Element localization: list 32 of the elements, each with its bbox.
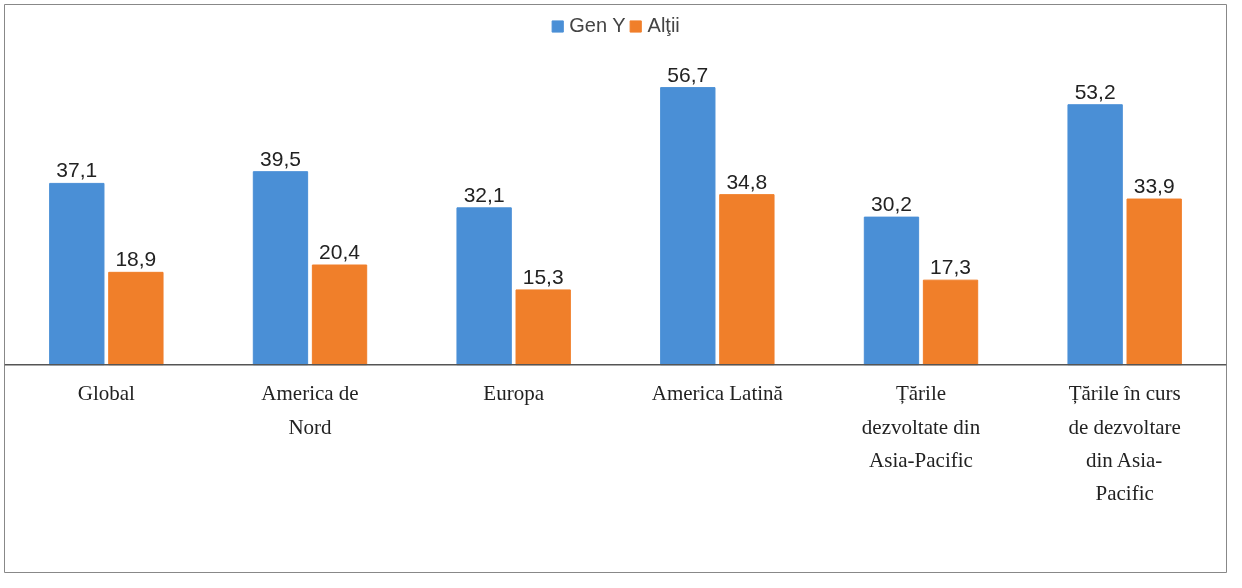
x-tick-label: Țările dezvoltate din Asia-Pacific (861, 381, 981, 472)
bar (863, 216, 920, 366)
bar (311, 264, 368, 366)
x-tick-label: Europa (483, 381, 545, 406)
bar (252, 171, 309, 366)
data-label: 39,5 (260, 146, 301, 170)
data-label: 15,3 (522, 264, 564, 288)
bar (456, 207, 512, 366)
bar (1067, 104, 1123, 366)
data-label: 53,2 (1074, 79, 1116, 103)
bar (49, 182, 105, 366)
data-label: 18,9 (115, 247, 157, 271)
data-label: 37,1 (56, 158, 98, 182)
bar (515, 289, 571, 366)
bar (1126, 198, 1182, 366)
x-tick-label: America Latină (651, 381, 784, 406)
legend-label: Gen Y (569, 14, 626, 37)
data-label: 17,3 (930, 255, 971, 279)
data-label: 33,9 (1133, 174, 1175, 198)
data-label: 30,2 (871, 192, 912, 216)
bar (660, 87, 716, 366)
data-label: 56,7 (667, 62, 709, 86)
x-tick-label: Țările în curs de dezvoltare din Asia-Pacific (1068, 381, 1181, 506)
data-label: 34,8 (726, 169, 768, 193)
bar (108, 271, 164, 366)
data-label: 32,1 (463, 182, 505, 206)
legend-label: Alţii (647, 14, 680, 37)
bar (922, 279, 979, 366)
data-label: 20,4 (319, 240, 361, 264)
x-tick-label: America de Nord (261, 381, 359, 439)
x-tick-label: Global (77, 381, 136, 406)
bar (719, 194, 775, 366)
